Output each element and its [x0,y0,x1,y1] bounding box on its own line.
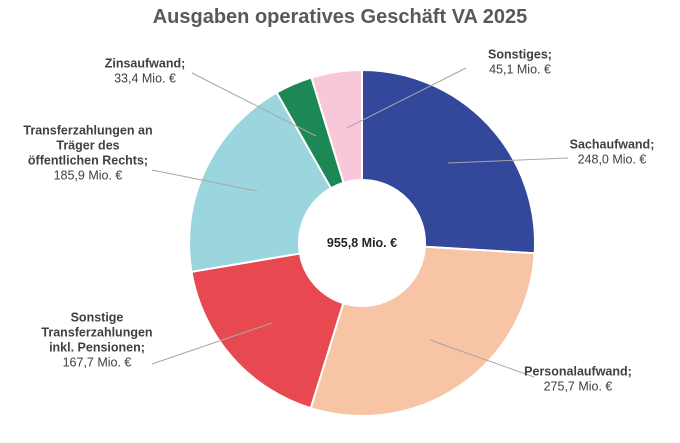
leader-line [191,72,317,137]
chart-title: Ausgaben operatives Geschäft VA 2025 [152,6,528,28]
slice-label-value: 167,7 Mio. € [63,356,132,370]
center-total-label: 955,8 Mio. € [327,236,397,250]
slice-label-name: Sonstige [71,311,124,325]
leader-line [151,322,273,365]
slice-label-name: Träger des [56,139,119,153]
slice-label-name: Sachaufwand; [570,138,655,152]
slice-label-value: 248,0 Mio. € [578,153,647,167]
donut-slice [361,68,536,255]
donut-slice [190,252,345,410]
slice-label-name: Transferzahlungen an [23,124,152,138]
donut-slice [310,68,363,184]
slice-label-value: 275,7 Mio. € [544,380,613,394]
slice-label-name: Zinsaufwand; [105,57,186,71]
slice-label-name: Personalaufwand; [524,365,632,379]
leader-line [151,169,258,192]
donut-slice [188,91,333,273]
leader-line [447,157,569,164]
slice-label-value: 45,1 Mio. € [489,63,551,77]
leader-line [429,339,535,378]
slice-label-name: Sonstiges; [488,48,552,62]
slice-label-value: 185,9 Mio. € [54,169,123,183]
slice-label-value: 33,4 Mio. € [114,72,176,86]
donut-slice [309,245,536,417]
slice-label-name: öffentlichen Rechts; [28,154,148,168]
leader-line [346,67,467,129]
slice-label-name: inkl. Pensionen; [49,341,145,355]
slice-label-name: Transferzahlungen [41,326,152,340]
